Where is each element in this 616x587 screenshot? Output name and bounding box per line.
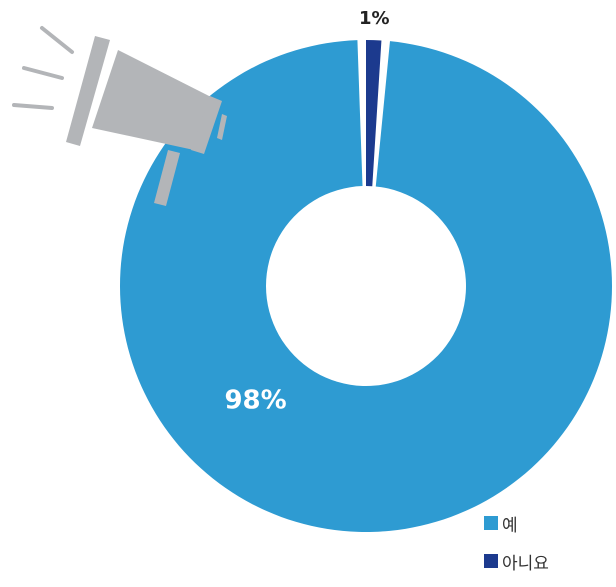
slice-no (366, 40, 382, 187)
legend-item-no: 아니요 (484, 549, 549, 574)
legend-label-yes: 예 (502, 515, 518, 536)
legend-label-no: 아니요 (502, 553, 549, 574)
data-labels: 98% 1% (224, 8, 389, 415)
legend-swatch-yes (484, 516, 498, 530)
donut-chart: 98% 1% (12, 8, 612, 533)
donut-slices (120, 40, 612, 533)
legend: 예 아니요 (484, 511, 549, 587)
legend-item-yes: 예 (484, 511, 549, 536)
data-label-yes: 98% (224, 386, 286, 416)
legend-swatch-no (484, 554, 498, 568)
megaphone-icon (12, 26, 227, 206)
slice-yes (120, 40, 612, 533)
data-label-no: 1% (359, 8, 390, 29)
